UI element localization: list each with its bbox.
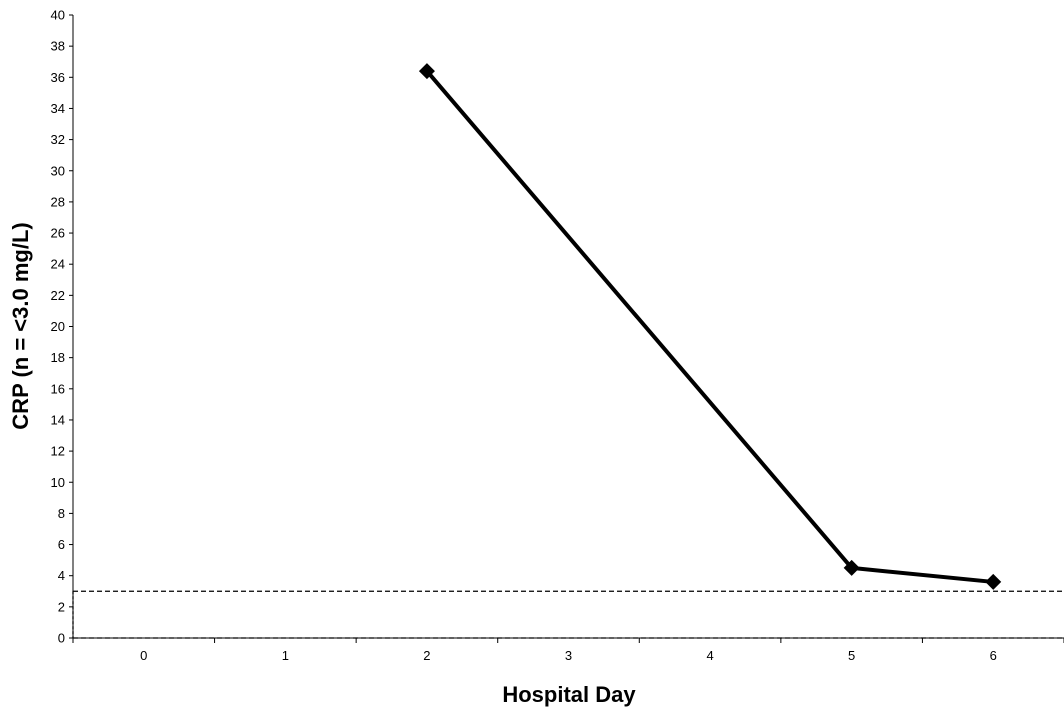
y-tick-label: 12 [51, 444, 65, 459]
reference-lines [72, 590, 1064, 639]
data-point-marker [985, 573, 1002, 590]
x-axis: 0 1 2 3 4 5 6 [72, 637, 1064, 663]
x-tick-label: 1 [282, 648, 289, 663]
y-tick-label: 40 [51, 8, 65, 23]
y-tick-label: 30 [51, 163, 65, 178]
y-tick-label: 22 [51, 288, 65, 303]
y-tick-label: 28 [51, 194, 65, 209]
x-tick-label: 0 [140, 648, 147, 663]
y-axis-title: CRP (n = <3.0 mg/L) [8, 222, 33, 429]
y-tick-label: 38 [51, 39, 65, 54]
data-point-marker [418, 63, 435, 80]
y-tick-label: 14 [51, 412, 65, 427]
y-tick-label: 2 [58, 599, 65, 614]
y-tick-label: 34 [51, 101, 65, 116]
y-tick-label: 18 [51, 350, 65, 365]
x-tick-label: 3 [565, 648, 572, 663]
y-tick-label: 26 [51, 226, 65, 241]
y-tick-label: 32 [51, 132, 65, 147]
y-tick-label: 16 [51, 381, 65, 396]
y-tick-label: 8 [58, 506, 65, 521]
x-tick-label: 5 [848, 648, 855, 663]
x-tick-label: 2 [423, 648, 430, 663]
y-tick-label: 20 [51, 319, 65, 334]
x-tick-label: 4 [706, 648, 713, 663]
x-tick-label: 6 [990, 648, 997, 663]
data-point-marker [843, 559, 860, 576]
series-line [425, 69, 994, 584]
x-axis-title: Hospital Day [502, 682, 636, 707]
y-tick-label: 4 [58, 568, 65, 583]
series-group [418, 63, 1002, 590]
y-tick-label: 10 [51, 475, 65, 490]
y-tick-label: 6 [58, 537, 65, 552]
y-tick-label: 36 [51, 70, 65, 85]
y-tick-label: 24 [51, 257, 65, 272]
y-tick-label: 0 [58, 631, 65, 646]
